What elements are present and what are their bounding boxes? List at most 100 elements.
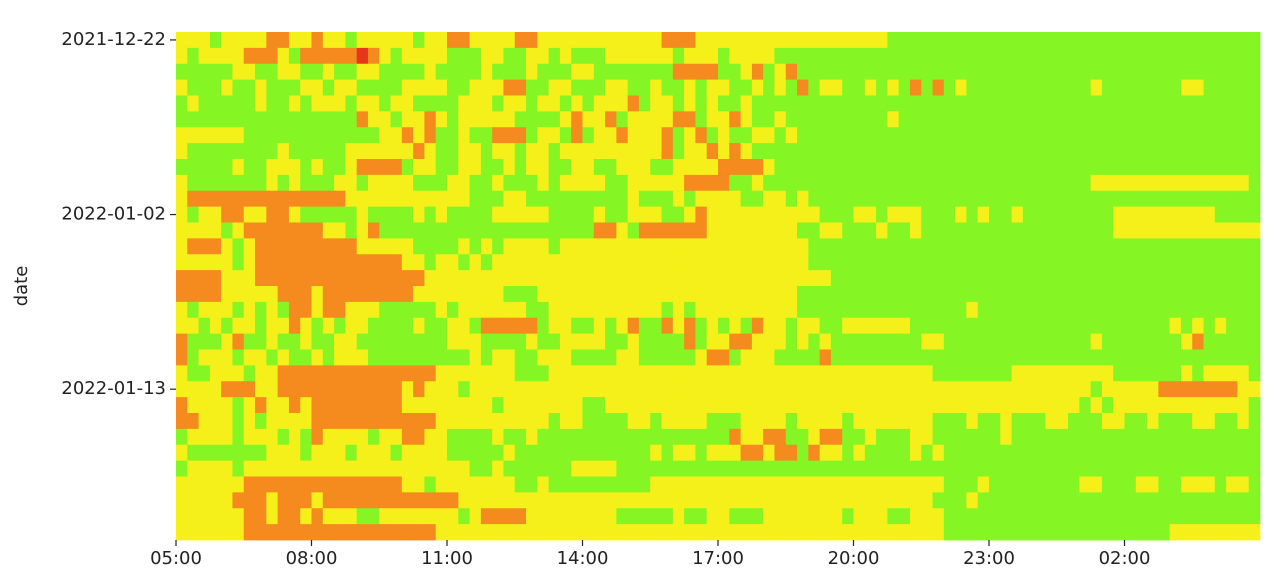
heatmap-cell xyxy=(684,206,696,223)
heatmap-cell xyxy=(1068,413,1080,430)
heatmap-cell xyxy=(1068,524,1080,541)
heatmap-cell xyxy=(176,286,188,303)
heatmap-cell xyxy=(492,95,504,112)
heatmap-cell xyxy=(921,127,933,144)
heatmap-cell xyxy=(774,222,787,239)
heatmap-cell xyxy=(797,206,809,223)
heatmap-cell xyxy=(1000,301,1012,319)
heatmap-cell xyxy=(255,476,267,493)
heatmap-cell xyxy=(718,47,730,65)
heatmap-cell xyxy=(1034,413,1046,430)
heatmap-cell xyxy=(751,95,764,112)
heatmap-cell xyxy=(627,428,640,446)
heatmap-cell xyxy=(819,222,832,239)
heatmap-cell xyxy=(977,159,990,176)
heatmap-cell xyxy=(932,32,945,49)
heatmap-cell xyxy=(480,79,493,96)
heatmap-cell xyxy=(548,222,561,239)
heatmap-cell xyxy=(830,317,843,335)
heatmap-cell xyxy=(1090,524,1103,541)
heatmap-cell xyxy=(345,460,358,477)
heatmap-cell xyxy=(1192,95,1204,112)
heatmap-cell xyxy=(661,111,674,128)
heatmap-cell xyxy=(209,127,222,144)
heatmap-cell xyxy=(661,143,674,160)
heatmap-cell xyxy=(1068,47,1080,65)
heatmap-cell xyxy=(1147,222,1159,239)
heatmap-cell xyxy=(650,508,662,525)
heatmap-cell xyxy=(447,111,459,128)
heatmap-cell xyxy=(221,460,233,477)
heatmap-cell xyxy=(797,349,809,366)
heatmap-cell xyxy=(559,397,572,414)
x-tick-label: 14:00 xyxy=(557,548,609,569)
heatmap-cell xyxy=(1192,444,1204,462)
heatmap-cell xyxy=(582,428,595,446)
heatmap-cell xyxy=(966,254,979,271)
heatmap-cell xyxy=(684,127,696,144)
heatmap-cell xyxy=(797,159,809,176)
heatmap-cell xyxy=(401,238,414,255)
heatmap-cell xyxy=(288,254,301,271)
heatmap-cell xyxy=(232,47,245,65)
heatmap-cell xyxy=(503,95,516,112)
heatmap-cell xyxy=(1237,238,1250,255)
heatmap-cell xyxy=(469,111,482,128)
heatmap-cell xyxy=(1045,301,1058,319)
heatmap-cell xyxy=(943,159,956,176)
heatmap-cell xyxy=(650,174,662,192)
heatmap-cell xyxy=(1068,428,1080,446)
heatmap-cell xyxy=(176,190,188,208)
heatmap-cell xyxy=(650,254,662,271)
heatmap-cell xyxy=(1034,47,1046,65)
heatmap-cell xyxy=(288,95,301,112)
heatmap-cell xyxy=(932,206,945,223)
heatmap-cell xyxy=(887,286,900,303)
heatmap-cell xyxy=(785,79,798,96)
heatmap-cell xyxy=(176,476,188,493)
heatmap-cell xyxy=(1090,222,1103,239)
heatmap-cell xyxy=(864,111,877,128)
heatmap-cell xyxy=(864,222,877,239)
heatmap-cell xyxy=(966,508,979,525)
heatmap-cell xyxy=(537,333,550,350)
heatmap-cell xyxy=(909,111,922,128)
heatmap-cell xyxy=(706,206,719,223)
heatmap-cell xyxy=(819,143,832,160)
heatmap-cell xyxy=(797,95,809,112)
heatmap-cell xyxy=(526,254,538,271)
heatmap-cell xyxy=(729,476,741,493)
heatmap-cell xyxy=(1203,79,1216,96)
heatmap-cell xyxy=(763,95,775,112)
heatmap-cell xyxy=(1237,190,1250,208)
heatmap-cell xyxy=(718,524,730,541)
heatmap-cell xyxy=(514,143,527,160)
heatmap-cell xyxy=(288,270,301,287)
heatmap-cell xyxy=(356,397,369,414)
heatmap-cell xyxy=(548,143,561,160)
heatmap-cell xyxy=(447,333,459,350)
heatmap-cell xyxy=(390,222,403,239)
heatmap-cell xyxy=(1180,238,1193,255)
heatmap-cell xyxy=(480,397,493,414)
heatmap-cell xyxy=(1226,238,1238,255)
heatmap-cell xyxy=(1056,444,1069,462)
heatmap-cell xyxy=(1192,111,1204,128)
heatmap-cell xyxy=(1169,254,1182,271)
heatmap-cell xyxy=(1226,32,1238,49)
heatmap-cell xyxy=(830,413,843,430)
heatmap-cell xyxy=(492,460,504,477)
heatmap-cell xyxy=(729,444,741,462)
heatmap-cell xyxy=(356,174,369,192)
heatmap-cell xyxy=(424,32,437,49)
heatmap-cell xyxy=(989,317,1001,335)
heatmap-cell xyxy=(390,492,403,509)
heatmap-cell xyxy=(1158,428,1171,446)
heatmap-cell xyxy=(763,397,775,414)
heatmap-cell xyxy=(921,492,933,509)
heatmap-cell xyxy=(1113,444,1125,462)
heatmap-cell xyxy=(1068,79,1080,96)
heatmap-cell xyxy=(1000,190,1012,208)
heatmap-cell xyxy=(966,222,979,239)
heatmap-cell xyxy=(435,47,448,65)
